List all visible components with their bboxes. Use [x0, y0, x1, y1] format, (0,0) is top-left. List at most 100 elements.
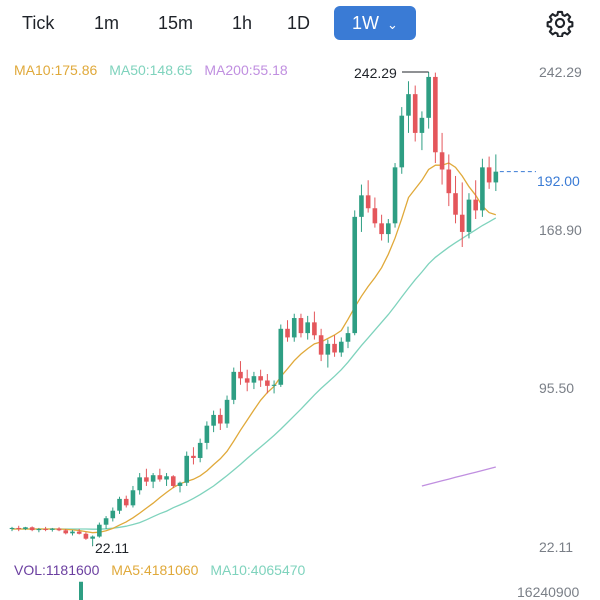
candle-body: [63, 530, 69, 534]
candle-body: [493, 171, 499, 183]
candle-body: [318, 335, 324, 355]
candle: [177, 481, 183, 493]
candle-body: [70, 531, 75, 534]
candle-body: [164, 476, 169, 480]
candle: [325, 339, 331, 368]
candle: [298, 313, 304, 338]
candle-body: [90, 536, 95, 539]
candle-body: [379, 223, 384, 235]
candle: [97, 522, 102, 538]
candle: [164, 473, 169, 486]
candle: [231, 367, 237, 405]
candle: [157, 468, 163, 482]
candle-body: [43, 529, 48, 531]
high-marker-label: 242.29: [354, 65, 397, 81]
candle-body: [191, 455, 196, 458]
candle-body: [486, 167, 492, 183]
candle-body: [386, 223, 391, 235]
candle-body: [352, 216, 358, 334]
candle-body: [298, 318, 304, 334]
candle-body: [23, 527, 28, 530]
tab-1d[interactable]: 1D: [287, 13, 311, 33]
candle: [439, 132, 445, 185]
ma200-legend: MA200:55.18: [204, 62, 288, 78]
tab-tick[interactable]: Tick: [22, 13, 55, 33]
candle-body: [473, 199, 478, 211]
candle-body: [251, 376, 257, 383]
candle: [204, 421, 210, 450]
ma50-legend: MA50:148.65: [109, 62, 193, 78]
candle: [433, 72, 438, 164]
candle: [446, 154, 452, 207]
tab-1h[interactable]: 1h: [232, 13, 253, 33]
volume-bar: [79, 581, 83, 600]
candle-body: [117, 498, 122, 511]
candle-body: [399, 115, 405, 168]
candle: [130, 485, 136, 508]
candle-body: [83, 533, 89, 539]
candle: [332, 335, 337, 357]
volume-legend: VOL:1181600 MA5:4181060 MA10:4065470: [14, 562, 313, 578]
candle-body: [184, 455, 190, 483]
candle: [258, 369, 263, 387]
candle: [150, 473, 156, 489]
candle-body: [137, 477, 142, 491]
candle-body: [29, 527, 35, 531]
candle: [170, 475, 176, 489]
candle-body: [157, 475, 163, 480]
candle-body: [332, 343, 337, 353]
candle: [466, 193, 472, 239]
candle-body: [372, 208, 378, 224]
candle-body: [439, 152, 445, 170]
tab-1m[interactable]: 1m: [94, 13, 120, 33]
tab-15m[interactable]: 15m: [158, 13, 194, 33]
candle-body: [338, 341, 344, 353]
candle: [224, 395, 230, 428]
candle-body: [345, 333, 351, 342]
candle: [453, 175, 458, 224]
candle-body: [170, 476, 176, 486]
candle-body: [265, 380, 270, 386]
candle-body: [285, 328, 290, 338]
candle-body: [325, 343, 331, 355]
candle-body: [459, 214, 465, 232]
candle-body: [97, 524, 102, 537]
candle-body: [305, 322, 310, 334]
candle: [36, 527, 42, 533]
vol-ma5-legend: MA5:4181060: [111, 562, 199, 578]
candle: [372, 197, 378, 228]
candle-body: [238, 371, 243, 379]
candle: [265, 374, 270, 394]
tab-1w[interactable]: 1W ⌄: [334, 6, 416, 40]
candle-body: [271, 384, 277, 386]
candle-body: [9, 527, 15, 530]
chevron-down-icon: ⌄: [387, 17, 398, 32]
candle: [399, 107, 405, 174]
candle-body: [291, 318, 297, 338]
y-tick-label: 22.11: [539, 539, 573, 555]
candle-body: [76, 531, 82, 534]
y-tick-label: 95.50: [539, 380, 574, 396]
candle-body: [466, 199, 472, 232]
ma10-line: [12, 162, 496, 534]
candle-body: [197, 442, 203, 458]
candle: [392, 163, 398, 228]
candle: [365, 180, 371, 213]
candle: [83, 532, 89, 540]
candle: [117, 496, 122, 514]
candle: [419, 111, 425, 151]
candle-body: [103, 518, 109, 525]
ma10-legend: MA10:175.86: [14, 62, 98, 78]
candle: [473, 180, 478, 220]
candle-body: [419, 117, 425, 133]
candle: [137, 473, 142, 495]
candle: [493, 154, 499, 192]
candle: [318, 328, 324, 362]
candle-body: [123, 498, 129, 506]
gear-icon[interactable]: [546, 9, 574, 37]
candle: [70, 530, 75, 536]
candle-body: [130, 490, 136, 506]
candle: [291, 313, 297, 342]
candle-body: [426, 76, 431, 118]
